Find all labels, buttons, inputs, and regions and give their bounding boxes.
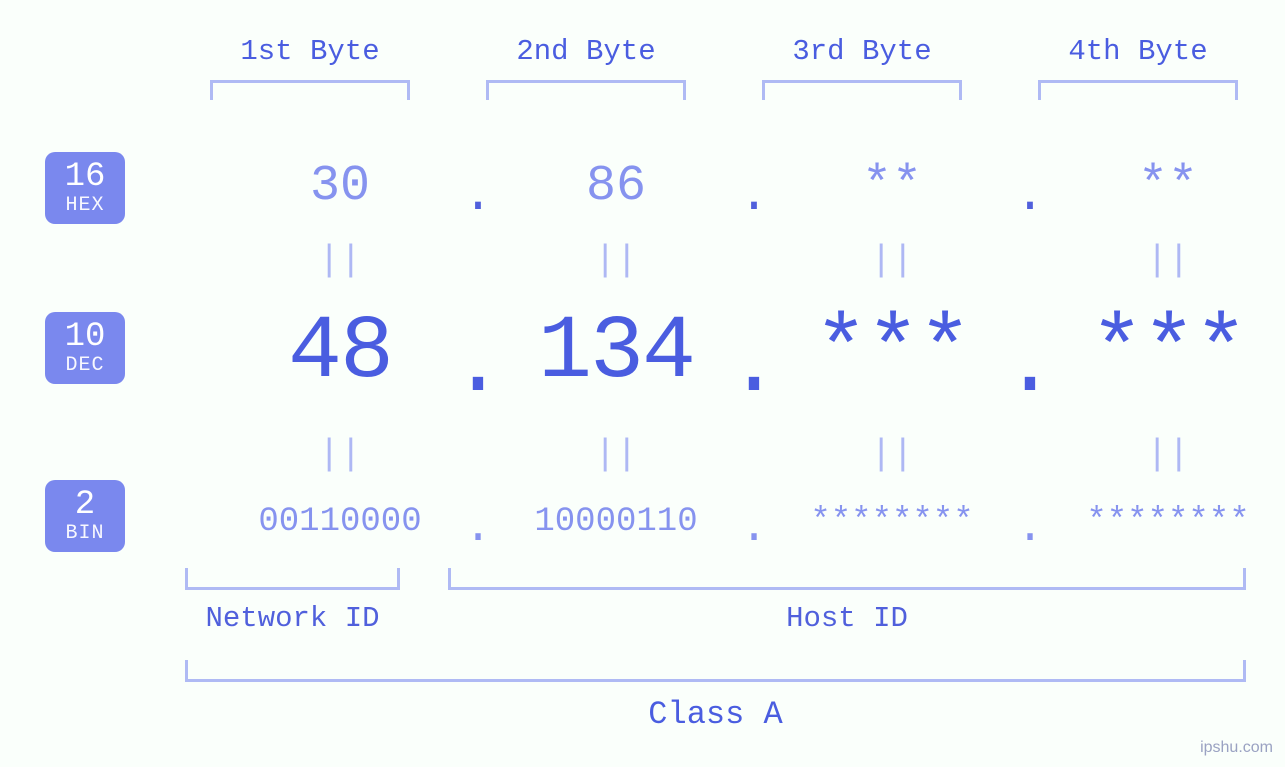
hex-byte-2: 86 (516, 158, 716, 215)
bin-dot-1: . (440, 502, 516, 554)
byte-bracket-4 (1038, 80, 1238, 100)
host-id-bracket (448, 568, 1246, 590)
bin-byte-4: ******** (1068, 503, 1268, 541)
hex-row: 30 . 86 . ** . ** (170, 158, 1270, 215)
base-badge-bin-label: BIN (45, 523, 125, 544)
dec-dot-1: . (440, 316, 516, 418)
byte-header-2: 2nd Byte (486, 35, 686, 68)
byte-bracket-2 (486, 80, 686, 100)
hex-byte-3: ** (792, 158, 992, 215)
base-badge-hex: 16 HEX (45, 152, 125, 224)
equals-1c: || (792, 240, 992, 281)
equals-2c: || (792, 434, 992, 475)
bin-dot-3: . (992, 502, 1068, 554)
bin-byte-2: 10000110 (516, 503, 716, 541)
base-badge-bin: 2 BIN (45, 480, 125, 552)
ip-diagram: 1st Byte 2nd Byte 3rd Byte 4th Byte 16 H… (0, 0, 1285, 767)
base-badge-dec: 10 DEC (45, 312, 125, 384)
hex-dot-3: . (992, 168, 1068, 225)
class-label: Class A (185, 696, 1246, 733)
bin-row: 00110000 . 10000110 . ******** . *******… (170, 496, 1270, 548)
dec-byte-3: *** (792, 302, 992, 404)
base-badge-bin-number: 2 (45, 488, 125, 524)
byte-bracket-1 (210, 80, 410, 100)
base-badge-hex-label: HEX (45, 195, 125, 216)
equals-row-1: || || || || (170, 240, 1270, 281)
equals-1a: || (240, 240, 440, 281)
dec-byte-4: *** (1068, 302, 1268, 404)
equals-2b: || (516, 434, 716, 475)
base-badge-hex-number: 16 (45, 160, 125, 196)
network-id-label: Network ID (185, 602, 400, 635)
bin-byte-3: ******** (792, 503, 992, 541)
dec-row: 48 . 134 . *** . *** (170, 302, 1270, 404)
dec-dot-3: . (992, 316, 1068, 418)
bin-dot-2: . (716, 502, 792, 554)
byte-bracket-3 (762, 80, 962, 100)
dec-dot-2: . (716, 316, 792, 418)
base-badge-dec-label: DEC (45, 355, 125, 376)
equals-1b: || (516, 240, 716, 281)
bin-byte-1: 00110000 (240, 503, 440, 541)
equals-2d: || (1068, 434, 1268, 475)
byte-header-1: 1st Byte (210, 35, 410, 68)
byte-header-3: 3rd Byte (762, 35, 962, 68)
host-id-label: Host ID (448, 602, 1246, 635)
hex-dot-1: . (440, 168, 516, 225)
hex-byte-4: ** (1068, 158, 1268, 215)
base-badge-dec-number: 10 (45, 320, 125, 356)
byte-header-4: 4th Byte (1038, 35, 1238, 68)
equals-1d: || (1068, 240, 1268, 281)
network-id-bracket (185, 568, 400, 590)
equals-row-2: || || || || (170, 434, 1270, 475)
class-bracket (185, 660, 1246, 682)
dec-byte-1: 48 (240, 302, 440, 404)
equals-2a: || (240, 434, 440, 475)
dec-byte-2: 134 (516, 302, 716, 404)
watermark: ipshu.com (1200, 739, 1273, 757)
hex-byte-1: 30 (240, 158, 440, 215)
hex-dot-2: . (716, 168, 792, 225)
